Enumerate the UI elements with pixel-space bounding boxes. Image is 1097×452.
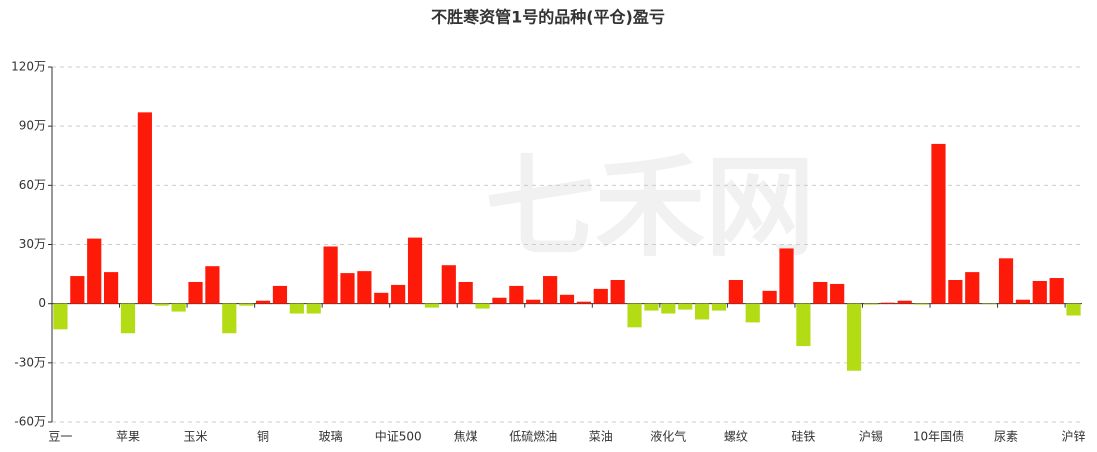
bar xyxy=(897,300,912,304)
bar xyxy=(120,303,136,334)
y-tick-label: 60万 xyxy=(19,178,46,192)
bar xyxy=(678,303,693,310)
bar xyxy=(188,281,203,304)
chart-title: 不胜寒资管1号的品种(平仓)盈亏 xyxy=(431,8,665,27)
bar xyxy=(830,283,845,304)
bar xyxy=(458,281,473,304)
bar xyxy=(745,303,760,323)
bar xyxy=(863,303,879,305)
bar xyxy=(323,246,338,304)
x-tick-label: 沪锌 xyxy=(1062,430,1086,444)
bar xyxy=(846,303,862,371)
bar xyxy=(70,276,85,304)
bar xyxy=(965,272,980,304)
bar xyxy=(475,303,490,309)
x-tick-label: 豆一 xyxy=(48,430,72,444)
y-tick-label: -30万 xyxy=(14,355,46,369)
bar xyxy=(374,292,389,304)
bar xyxy=(948,280,963,304)
bar xyxy=(931,143,946,304)
bar xyxy=(880,302,895,304)
bar xyxy=(813,281,828,304)
bar xyxy=(407,237,423,304)
bar xyxy=(610,280,625,304)
x-tick-label: 尿素 xyxy=(994,430,1018,444)
bar xyxy=(306,303,321,314)
watermark: 七禾网 xyxy=(485,143,815,271)
bar xyxy=(87,238,102,304)
bar xyxy=(391,284,406,304)
bar xyxy=(694,303,710,320)
bar xyxy=(779,248,794,304)
y-tick-label: 120万 xyxy=(11,60,46,74)
bar xyxy=(914,303,929,305)
x-tick-label: 菜油 xyxy=(589,430,613,444)
bar xyxy=(492,297,507,304)
bar xyxy=(255,300,271,304)
bar xyxy=(661,303,676,314)
bar xyxy=(644,303,659,311)
bar xyxy=(171,303,186,312)
bar xyxy=(711,303,727,311)
bar xyxy=(104,272,119,304)
x-tick-label: 玉米 xyxy=(184,430,208,444)
bar xyxy=(627,303,642,328)
bar xyxy=(222,303,237,334)
bar xyxy=(509,285,524,304)
bar xyxy=(728,280,743,304)
bar xyxy=(424,303,440,308)
y-tick-label: 0 xyxy=(38,296,46,310)
bar xyxy=(289,303,304,314)
x-tick-label: 液化气 xyxy=(650,429,686,444)
bar xyxy=(1049,278,1064,304)
x-tick-label: 玻璃 xyxy=(319,430,343,444)
bar xyxy=(593,288,608,304)
bar xyxy=(576,301,591,304)
bar xyxy=(762,290,777,304)
bar xyxy=(998,258,1014,304)
bar xyxy=(543,276,558,304)
bar xyxy=(272,285,288,304)
bar xyxy=(1015,299,1030,304)
x-tick-label: 铜 xyxy=(257,429,269,444)
bar xyxy=(205,266,220,304)
x-tick-label: 10年国债 xyxy=(913,430,964,444)
bar xyxy=(982,303,997,305)
y-tick-label: 90万 xyxy=(19,119,46,133)
bar xyxy=(1066,303,1081,316)
bar xyxy=(137,112,152,304)
bar xyxy=(526,299,541,304)
x-tick-label: 焦煤 xyxy=(454,430,478,444)
bar xyxy=(154,303,169,306)
bar xyxy=(1032,280,1047,304)
y-tick-label: 30万 xyxy=(19,237,46,251)
x-tick-label: 沪锡 xyxy=(859,429,883,444)
x-tick-label: 低硫燃油 xyxy=(509,429,557,444)
bar xyxy=(796,303,811,347)
x-tick-label: 苹果 xyxy=(116,430,140,444)
bar xyxy=(559,294,575,304)
x-tick-label: 中证500 xyxy=(375,429,422,444)
y-tick-label: -60万 xyxy=(14,415,46,429)
bar xyxy=(340,273,355,304)
bar xyxy=(357,271,372,304)
x-tick-label: 硅铁 xyxy=(791,430,815,444)
bar xyxy=(53,303,68,330)
x-tick-label: 螺纹 xyxy=(724,430,748,444)
bar xyxy=(239,303,254,306)
bar xyxy=(441,265,456,304)
